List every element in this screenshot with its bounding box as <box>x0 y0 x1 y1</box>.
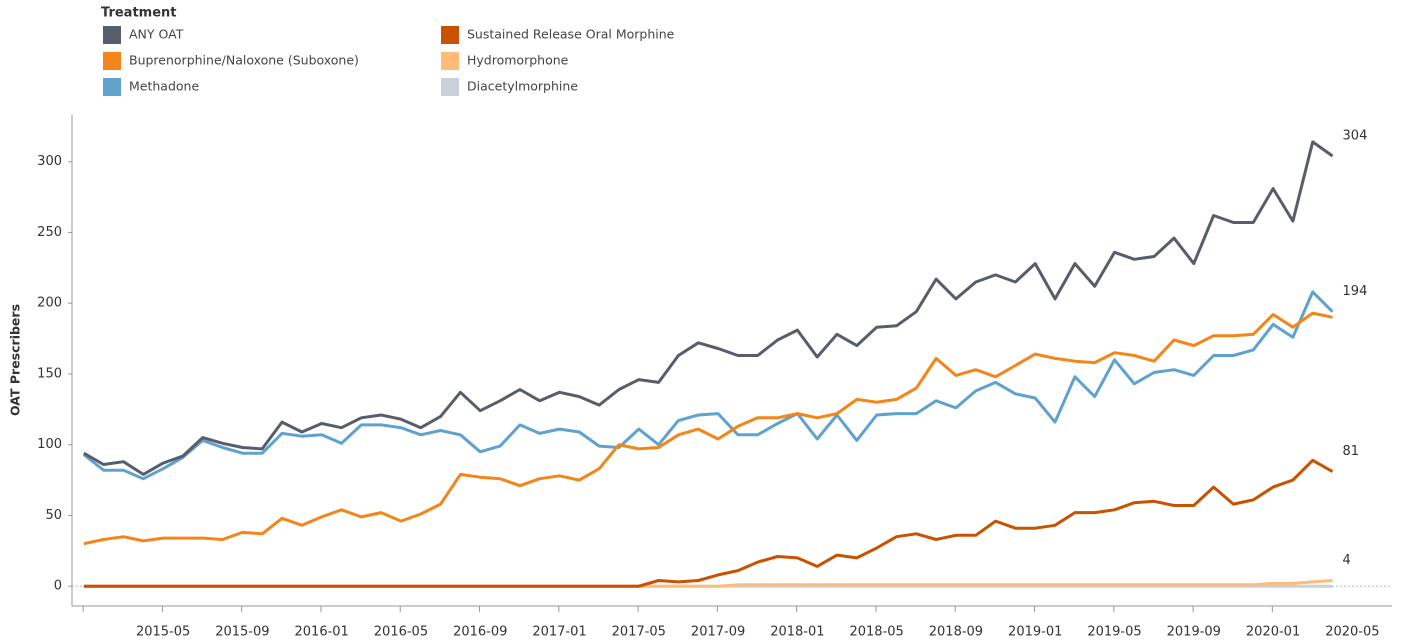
end-label: 304 <box>1343 129 1368 144</box>
x-tick-label: 2020-05 <box>1325 625 1379 640</box>
legend-swatch <box>441 78 459 96</box>
x-tick-label: 2016-05 <box>374 625 428 640</box>
x-tick-label: 2015-09 <box>215 625 269 640</box>
y-tick-label: 300 <box>37 154 62 169</box>
legend-swatch <box>103 26 121 44</box>
x-tick-label: 2016-09 <box>453 625 507 640</box>
series-line <box>83 458 1334 588</box>
x-tick-label: 2016-01 <box>295 625 349 640</box>
legend-label: Hydromorphone <box>467 53 569 68</box>
legend-title: Treatment <box>101 6 177 21</box>
y-axis-label: OAT Prescribers <box>8 304 23 416</box>
legend-swatch <box>441 52 459 70</box>
legend-label: Diacetylmorphine <box>467 79 578 94</box>
legend-swatch <box>103 78 121 96</box>
end-label: 81 <box>1343 444 1360 459</box>
legend-swatch <box>441 26 459 44</box>
y-tick-label: 250 <box>37 225 62 240</box>
x-tick-label: 2017-01 <box>532 625 586 640</box>
end-label: 4 <box>1343 553 1351 568</box>
x-tick-label: 2018-01 <box>770 625 824 640</box>
y-tick-label: 100 <box>37 437 62 452</box>
series-line <box>83 140 1334 476</box>
x-tick-label: 2017-05 <box>612 625 666 640</box>
y-tick-label: 0 <box>54 579 62 594</box>
x-tick-label: 2015-05 <box>136 625 190 640</box>
x-tick-label: 2020-01 <box>1246 625 1300 640</box>
legend-label: Methadone <box>129 79 199 94</box>
x-tick-label: 2018-05 <box>849 625 903 640</box>
x-tick-label: 2019-01 <box>1008 625 1062 640</box>
y-tick-label: 50 <box>45 508 62 523</box>
legend-label: Sustained Release Oral Morphine <box>467 27 675 42</box>
legend-label: Buprenorphine/Naloxone (Suboxone) <box>129 53 359 68</box>
x-tick-label: 2017-09 <box>691 625 745 640</box>
x-tick-label: 2019-09 <box>1167 625 1221 640</box>
legend-swatch <box>103 52 121 70</box>
legend-label: ANY OAT <box>129 27 184 42</box>
series-line <box>82 290 1334 481</box>
end-label: 194 <box>1343 284 1368 299</box>
y-tick-label: 200 <box>37 296 62 311</box>
series-line <box>83 311 1333 546</box>
x-tick-label: 2018-09 <box>929 625 983 640</box>
y-tick-label: 150 <box>37 366 62 381</box>
x-tick-label: 2019-05 <box>1087 625 1141 640</box>
